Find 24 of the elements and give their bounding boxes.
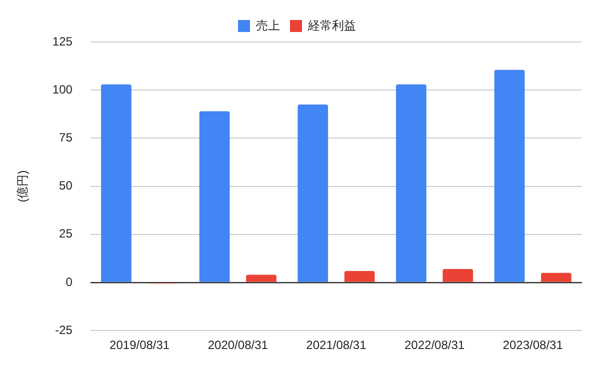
bar [101,84,132,282]
x-tick-label: 2020/08/31 [208,338,268,352]
y-tick-label: 50 [59,178,73,193]
y-tick-label: 0 [66,274,73,289]
y-tick-label: 100 [52,82,73,96]
x-tick-label: 2019/08/31 [110,338,170,352]
y-tick-label: 25 [59,226,73,241]
bar [494,70,525,282]
legend-label: 売上 [256,18,280,32]
bar [246,274,276,282]
x-tick-label: 2022/08/31 [404,338,465,352]
bar [298,104,328,282]
bar [344,270,375,282]
y-axis-title: (億円) [16,170,30,202]
bar [541,272,572,282]
bar [396,84,426,282]
legend-label: 経常利益 [307,18,356,32]
bar [442,269,474,282]
y-tick-label: 125 [52,34,73,48]
y-tick-label: -25 [55,322,73,337]
y-tick-label: 75 [59,130,73,145]
x-tick-label: 2023/08/31 [502,338,564,352]
bar [199,111,230,282]
x-tick-label: 2021/08/31 [306,338,367,352]
